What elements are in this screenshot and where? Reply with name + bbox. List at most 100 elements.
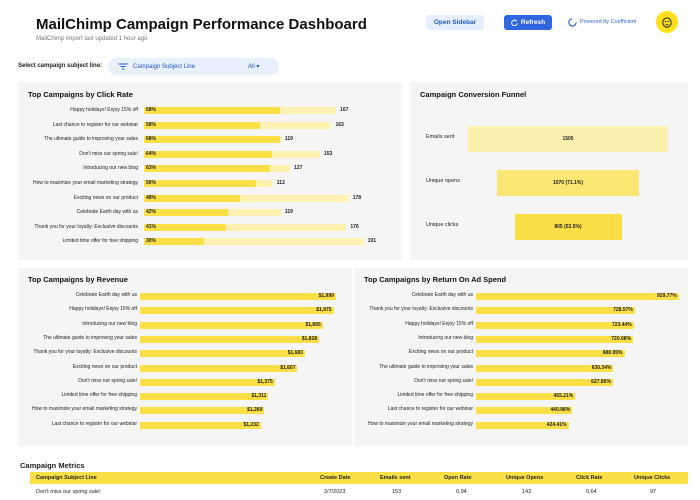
unique-clicks-value: 153 — [323, 150, 333, 157]
cell-subject-line: Don't miss our spring sale! — [36, 489, 101, 495]
unique-clicks-bar — [144, 194, 349, 202]
revenue-bar — [140, 378, 275, 386]
roas-row[interactable]: Exciting news on our product 680.95% — [354, 349, 684, 361]
roas-row[interactable]: Introducing our new blog 720.08% — [354, 335, 684, 347]
click-rate-row[interactable]: Limited time offer for free shipping 30% 1… — [18, 238, 398, 248]
col-subject-line[interactable]: Campaign Subject Line — [36, 475, 97, 481]
funnel-title: Campaign Conversion Funnel — [420, 90, 527, 99]
click-rate-row[interactable]: Last chance to register for our webinar 5… — [18, 121, 398, 132]
roas-row[interactable]: Thank you for your loyalty: Exclusive di… — [354, 306, 684, 318]
revenue-bar — [140, 293, 336, 300]
roas-bar — [476, 421, 569, 429]
roas-row[interactable]: Celebrate Earth day with us 929.77% — [354, 292, 684, 304]
click-rate-bar — [144, 238, 204, 246]
refresh-label: Refresh — [520, 19, 546, 26]
bar-label: Introducing our new blog — [82, 320, 137, 327]
roas-value: 455.21% — [553, 393, 574, 400]
subject-line-filter[interactable]: Campaign Subject Line All ▾ — [108, 58, 279, 75]
click-rate-pct: 64% — [146, 150, 157, 157]
click-rate-row[interactable]: Don't miss our spring sale! 64% 153 — [18, 150, 398, 161]
revenue-row[interactable]: Last chance to register for our webinar $… — [18, 421, 348, 433]
filter-bar: Select campaign subject line: Campaign S… — [0, 58, 700, 76]
bar-label: How to maximize your email marketing str… — [32, 180, 138, 186]
col-unique-opens[interactable]: Unique Opens — [506, 475, 544, 481]
funnel-stage-bar[interactable]: 1070 (71.1%) — [496, 170, 640, 196]
roas-row[interactable]: Happy holidays! Enjoy 15% off 723.44% — [354, 321, 684, 333]
click-rate-row[interactable]: Thank you for your loyalty: Exclusive di… — [18, 223, 398, 234]
click-rate-panel: Top Campaigns by Click Rate Happy holida… — [18, 82, 402, 260]
roas-bar — [476, 350, 625, 358]
bar-label: Exciting news on our product — [73, 194, 138, 201]
unique-clicks-value: 119 — [284, 136, 293, 143]
roas-bar — [476, 321, 634, 329]
unique-clicks-bar — [144, 223, 347, 231]
open-sidebar-button[interactable]: Open Sidebar — [426, 15, 484, 30]
col-unique-clicks[interactable]: Unique Clicks — [634, 475, 671, 481]
click-rate-bar — [144, 180, 256, 187]
funnel-stage-bar[interactable]: 1505 — [468, 126, 668, 152]
refresh-button[interactable]: Refresh — [504, 15, 552, 30]
roas-value: 424.41% — [546, 421, 567, 428]
click-rate-bar — [144, 165, 270, 173]
funnel-panel: Campaign Conversion Funnel Emails sent 15… — [410, 82, 688, 260]
click-rate-pct: 63% — [146, 165, 157, 172]
bar-label: Exciting news on our product — [72, 363, 137, 370]
revenue-bar — [140, 421, 261, 429]
click-rate-row[interactable]: Exciting news on our product 48% 178 — [18, 194, 398, 205]
roas-value: 627.85% — [591, 378, 611, 385]
bar-label: Thank you for your loyalty: Exclusive di… — [34, 223, 138, 230]
table-row[interactable]: Don't miss our spring sale! 2/7/2023 153… — [30, 487, 688, 498]
funnel-stage-bar[interactable]: 805 (53.5%) — [514, 214, 622, 240]
bar-label: Last chance to register for our webinar — [52, 121, 138, 128]
revenue-row[interactable]: Limited time offer for free shipping $1,3… — [18, 392, 348, 404]
roas-row[interactable]: The ultimate guide to improving your sal… — [354, 364, 684, 376]
col-open-rate[interactable]: Open Rate — [444, 475, 472, 481]
click-rate-bar — [144, 194, 240, 202]
revenue-row[interactable]: The ultimate guide to improving your sal… — [18, 335, 348, 347]
revenue-row[interactable]: Exciting news on our product $1,607 — [18, 364, 348, 376]
click-rate-row[interactable]: How to maximize your email marketing str… — [18, 180, 398, 190]
revenue-row[interactable]: Thank you for your loyalty: Exclusive di… — [18, 349, 348, 361]
cell-click-rate: 0.64 — [586, 489, 597, 495]
roas-value: 720.08% — [611, 335, 632, 342]
funnel-stage-label: Unique opens — [426, 178, 460, 184]
bar-label: How to maximize your email marketing str… — [31, 406, 137, 413]
revenue-row[interactable]: How to maximize your email marketing str… — [18, 406, 348, 418]
click-rate-pct: 68% — [146, 136, 157, 143]
revenue-row[interactable]: Introducing our new blog $1,865 — [18, 321, 348, 333]
unique-clicks-value: 167 — [340, 107, 349, 113]
bar-label: Limited time offer for free shipping — [62, 238, 138, 245]
roas-value: 723.44% — [612, 321, 632, 328]
click-rate-row[interactable]: Celebrate Earth day with us 42% 119 — [18, 209, 398, 219]
bar-label: Limited time offer for free shipping — [397, 392, 473, 399]
cell-create-date: 2/7/2023 — [324, 489, 346, 495]
revenue-row[interactable]: Don't miss our spring sale! $1,375 — [18, 378, 348, 390]
unique-clicks-value: 119 — [284, 209, 293, 216]
revenue-bar — [140, 307, 334, 315]
click-rate-bar — [144, 136, 280, 144]
filter-selected-value[interactable]: All ▾ — [248, 63, 259, 70]
bar-label: How to maximize your email marketing str… — [367, 420, 473, 427]
bar-label: Last chance to register for our webinar — [387, 406, 473, 413]
revenue-title: Top Campaigns by Revenue — [28, 275, 128, 284]
dashboard-header: MailChimp Campaign Performance Dashboard… — [0, 0, 700, 52]
roas-row[interactable]: Last chance to register for our webinar 4… — [354, 406, 684, 418]
roas-row[interactable]: Limited time offer for free shipping 455.… — [354, 392, 684, 404]
revenue-row[interactable]: Happy holidays! Enjoy 15% off $1,975 — [18, 306, 348, 318]
roas-value: 440.98% — [550, 407, 571, 414]
col-create-date[interactable]: Create Date — [320, 475, 351, 481]
revenue-value: $1,607 — [280, 364, 296, 371]
roas-row[interactable]: Don't miss our spring sale! 627.85% — [354, 378, 684, 390]
powered-by-link[interactable]: Powered by Coefficient — [568, 16, 636, 28]
revenue-value: $1,865 — [305, 321, 321, 328]
click-rate-row[interactable]: The ultimate guide to improving your sal… — [18, 136, 398, 146]
click-rate-row[interactable]: Happy holidays! Enjoy 15% off 68% 167 — [18, 107, 398, 117]
unique-clicks-bar — [144, 238, 364, 246]
col-click-rate[interactable]: Click Rate — [576, 475, 603, 481]
col-emails-sent[interactable]: Emails sent — [380, 475, 411, 481]
roas-row[interactable]: How to maximize your email marketing str… — [354, 421, 684, 433]
click-rate-row[interactable]: Introducing our new blog 63% 127 — [18, 165, 398, 175]
revenue-row[interactable]: Celebrate Earth day with us $1,999 — [18, 292, 348, 304]
roas-bar — [476, 407, 573, 415]
revenue-value: $1,683 — [287, 350, 303, 357]
